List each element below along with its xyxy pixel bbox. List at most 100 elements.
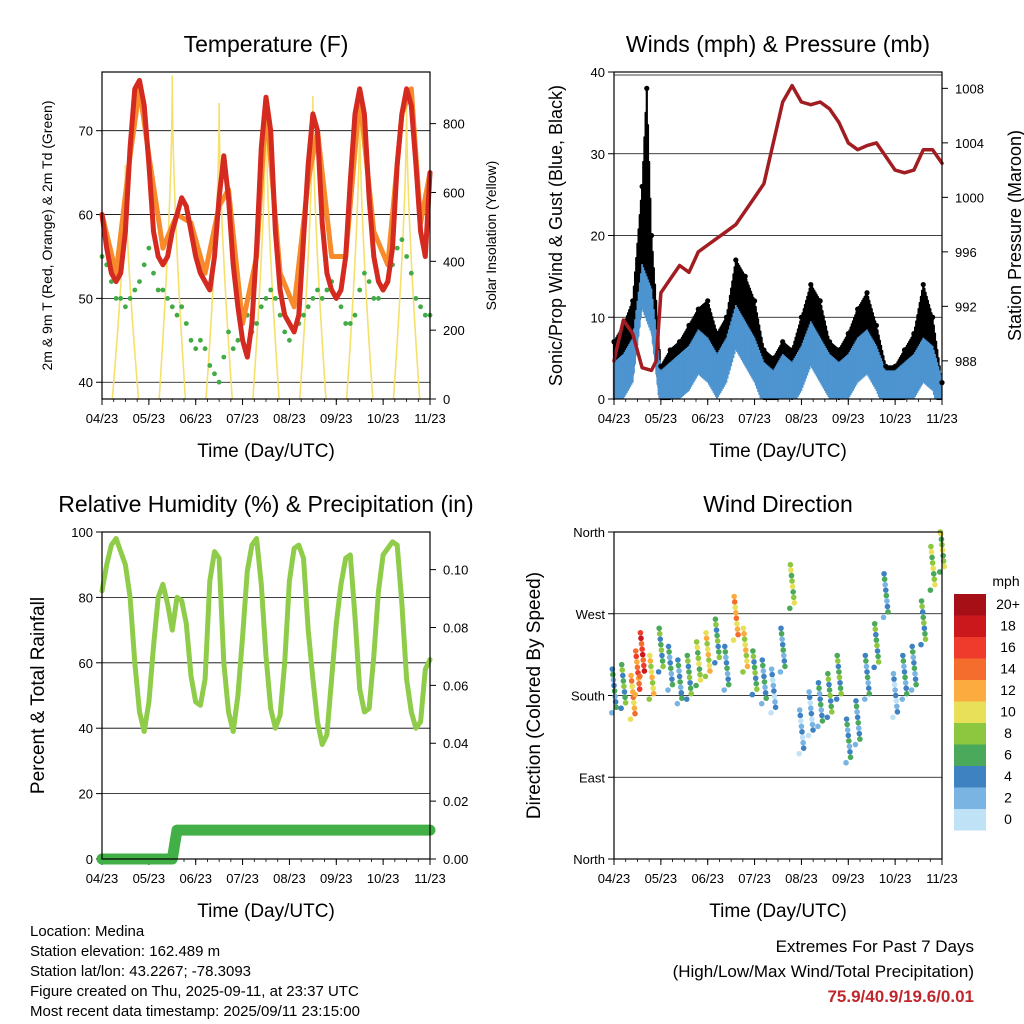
y2-tick-label: 200 [443, 323, 465, 338]
rh-line [99, 536, 433, 747]
direction-point [693, 639, 700, 645]
direction-point [646, 696, 653, 702]
y2-tick-label: 0.10 [443, 563, 468, 578]
y-tick-label: 10 [591, 310, 605, 325]
direction-point [781, 658, 788, 664]
plot-border [101, 71, 431, 400]
direction-point [740, 625, 747, 632]
panel-title: Winds (mph) & Pressure (mb) [626, 31, 930, 57]
dewpoint-point [376, 296, 381, 301]
gust-peak-point [873, 322, 880, 329]
direction-point [706, 662, 713, 669]
direction-point [621, 683, 627, 690]
direction-point [910, 654, 917, 661]
direction-point [930, 570, 937, 577]
direction-point [892, 692, 899, 699]
x-tick-label: 10/23 [367, 871, 400, 886]
direction-point [638, 635, 644, 642]
dewpoint-point [277, 312, 283, 318]
dewpoint-point [179, 304, 185, 310]
direction-point [919, 609, 926, 615]
x-tick-label: 07/23 [226, 411, 259, 426]
direction-point [882, 587, 889, 593]
direction-point [634, 664, 641, 671]
direction-point [744, 663, 751, 670]
direction-point [862, 652, 869, 659]
direction-point [621, 689, 628, 695]
direction-point [903, 685, 910, 692]
direction-point [936, 569, 943, 575]
colorbar-label: 12 [1000, 682, 1016, 698]
direction-point [847, 754, 854, 761]
x-tick-label: 05/23 [645, 871, 678, 886]
dewpoint-point [408, 270, 414, 276]
direction-point [713, 627, 720, 633]
x-tick-label: 05/23 [645, 411, 678, 426]
direction-point [825, 670, 831, 677]
y2-tick-label: 0.04 [443, 736, 468, 751]
solar-insolation-curve [111, 164, 140, 400]
direction-point [928, 549, 935, 555]
direction-point [694, 650, 701, 656]
direction-point [815, 723, 821, 730]
direction-point [806, 689, 812, 695]
colorbar-label: 4 [1004, 768, 1012, 784]
colorbar-swatch [954, 723, 986, 745]
colorbar-swatch [954, 787, 986, 809]
direction-point [890, 670, 897, 677]
direction-point [612, 693, 618, 700]
direction-point [744, 658, 750, 664]
direction-point [769, 677, 776, 683]
direction-point [669, 676, 675, 682]
direction-point [613, 704, 620, 711]
direction-point [780, 647, 787, 653]
direction-point [798, 718, 804, 724]
x-tick-label: 07/23 [738, 411, 771, 426]
direction-point [901, 669, 908, 675]
direction-point [659, 658, 666, 664]
dewpoint-point [343, 321, 349, 326]
dewpoint-point [273, 296, 278, 301]
direction-point [696, 666, 703, 672]
direction-point [865, 685, 872, 692]
dewpoint-point [216, 379, 222, 385]
direction-point [863, 658, 869, 664]
gust-peak-point [836, 347, 842, 353]
direction-point [731, 599, 738, 605]
direction-point [853, 703, 860, 710]
direction-point [655, 669, 662, 675]
direction-point [610, 671, 616, 678]
direction-point [866, 690, 873, 697]
direction-point [724, 670, 731, 677]
direction-point [759, 657, 766, 663]
dewpoint-point [165, 296, 171, 301]
direction-point [902, 679, 909, 686]
direction-point [834, 652, 841, 659]
colorbar-label: 0 [1004, 811, 1012, 827]
y-tick-label: 60 [79, 208, 93, 223]
direction-point [805, 732, 812, 739]
direction-point [627, 716, 634, 722]
colorbar-swatch [954, 594, 986, 616]
direction-point [790, 594, 797, 601]
direction-point [679, 695, 685, 702]
x-tick-label: 11/23 [926, 411, 958, 426]
x-axis-label: Time (Day/UTC) [197, 441, 335, 462]
y2-tick-label: 0.02 [443, 794, 468, 809]
direction-point [675, 662, 682, 669]
dewpoint-point [221, 354, 227, 360]
colorbar-swatch [954, 744, 986, 766]
direction-point [632, 648, 639, 654]
y-tick-label: 20 [591, 229, 605, 244]
y-tick-label: 30 [591, 147, 605, 162]
dewpoint-point [188, 337, 194, 343]
direction-point [826, 681, 832, 688]
direction-point [721, 687, 728, 693]
direction-point [763, 695, 769, 702]
dewpoint-point [362, 270, 367, 276]
y2-tick-label: 1008 [955, 81, 984, 96]
panel-title: Relative Humidity (%) & Precipitation (i… [58, 491, 473, 517]
direction-point [913, 681, 919, 688]
direction-point [909, 643, 915, 650]
direction-point [724, 665, 730, 672]
